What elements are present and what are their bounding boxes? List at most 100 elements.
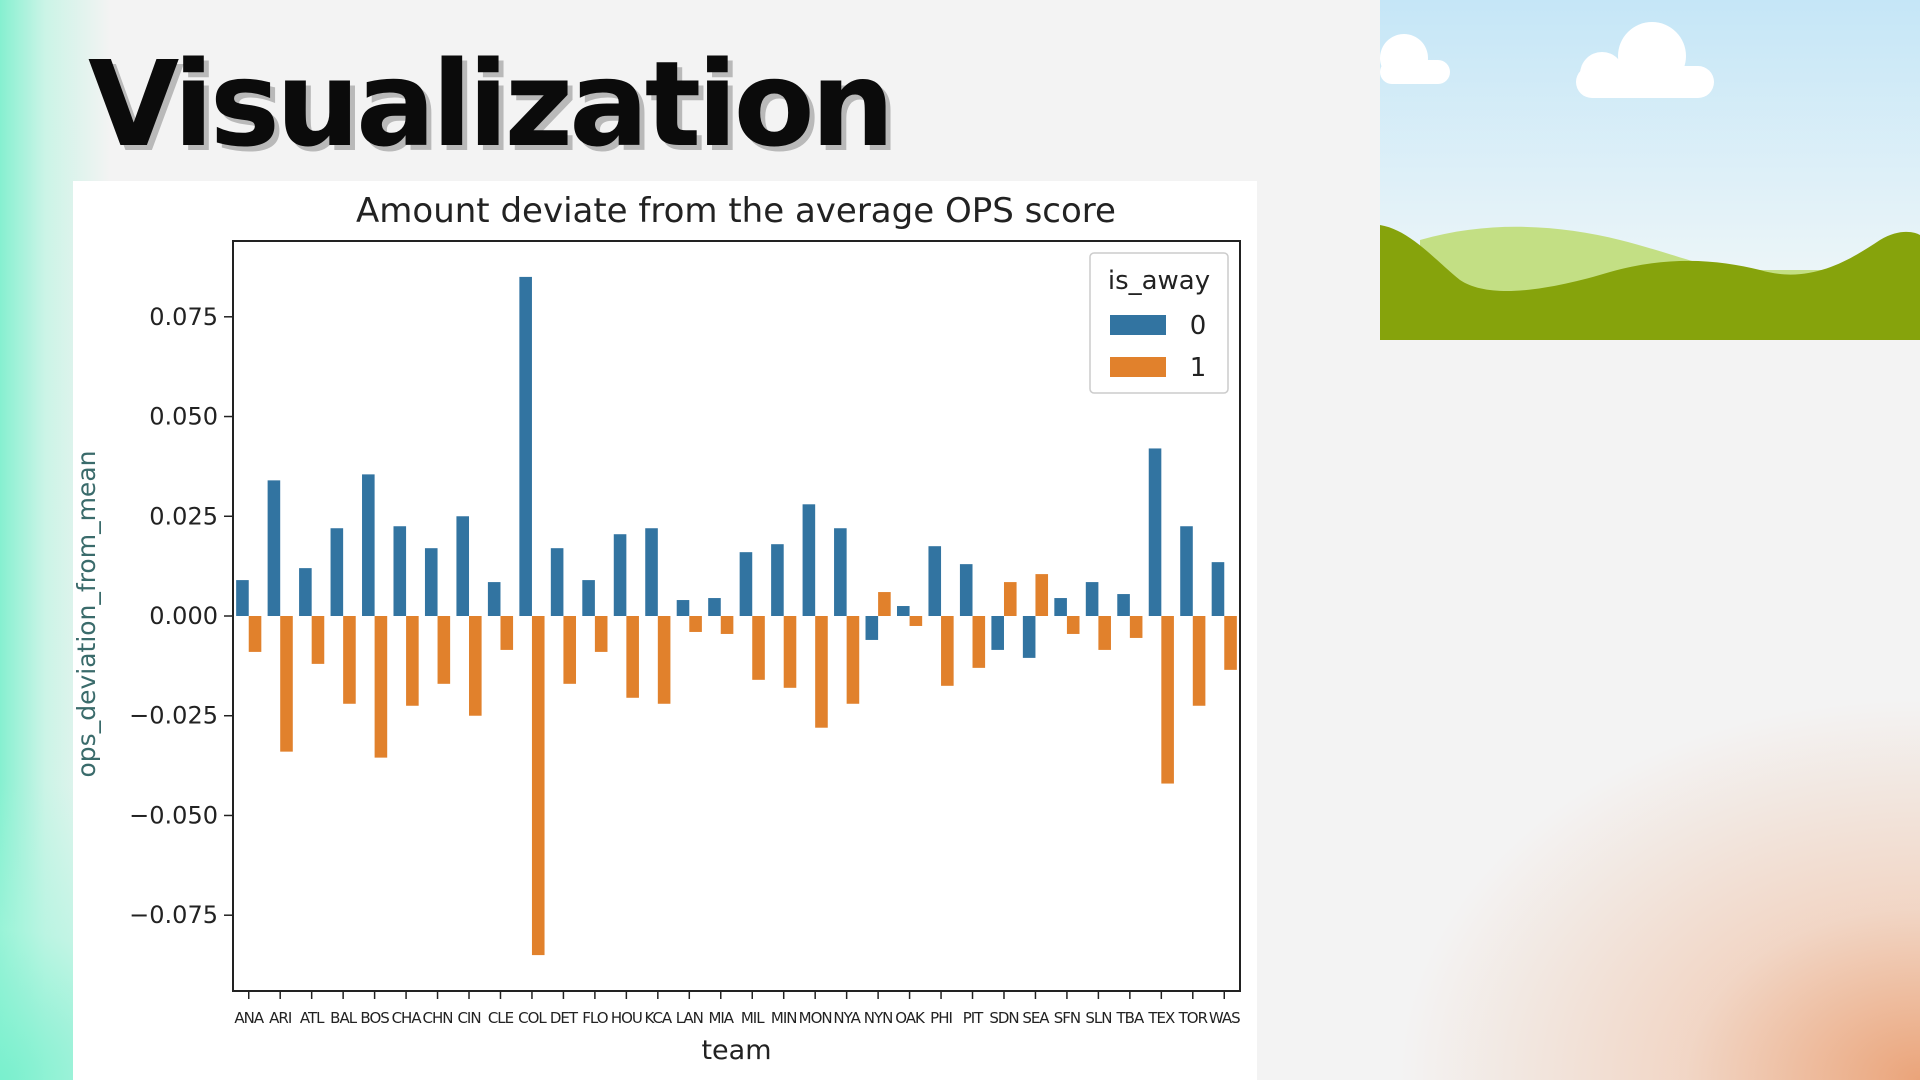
legend-label-0: 0 — [1190, 311, 1207, 341]
bar-PIT-series-0 — [959, 564, 973, 616]
bar-MIA-series-0 — [708, 598, 721, 616]
x-tick-label: TBA — [1116, 1009, 1145, 1027]
bar-HOU-series-1 — [626, 616, 639, 698]
y-tick-label: −0.025 — [129, 702, 218, 730]
x-tick-label: CHN — [423, 1009, 453, 1027]
bar-MIL-series-0 — [739, 552, 753, 616]
legend: is_away 0 1 — [1089, 252, 1229, 394]
bar-TBA-series-1 — [1129, 616, 1143, 638]
bar-BAL-series-1 — [343, 616, 356, 704]
bar-CHA-series-1 — [406, 616, 419, 706]
bar-NYA-series-0 — [834, 528, 847, 616]
bar-ARI-series-0 — [267, 480, 281, 616]
bar-chart: Amount deviate from the average OPS scor… — [73, 191, 1241, 1066]
bar-PHI-series-1 — [941, 616, 954, 686]
bar-DET-series-1 — [563, 616, 577, 684]
bar-SDN-series-1 — [1003, 582, 1017, 616]
x-tick-label: CHA — [392, 1009, 423, 1027]
x-tick-label: LAN — [676, 1009, 703, 1027]
bar-CIN-series-0 — [456, 516, 470, 616]
bar-SLN-series-0 — [1085, 582, 1099, 616]
bar-TOR-series-1 — [1192, 616, 1206, 706]
bar-PHI-series-0 — [928, 546, 942, 616]
x-tick-label: PIT — [963, 1009, 984, 1027]
landscape-illustration — [1380, 0, 1920, 340]
x-tick-label: CLE — [488, 1009, 514, 1027]
x-tick-label: SFN — [1054, 1009, 1080, 1027]
bar-TOR-series-0 — [1180, 526, 1193, 616]
bar-COL-series-1 — [531, 616, 545, 956]
chart-title: Amount deviate from the average OPS scor… — [356, 191, 1116, 231]
bar-SDN-series-0 — [991, 616, 1004, 650]
x-tick-label: KCA — [644, 1009, 672, 1027]
x-tick-label: MIN — [771, 1009, 797, 1027]
x-tick-label: WAS — [1209, 1009, 1240, 1027]
x-tick-label: NYA — [833, 1009, 861, 1027]
x-tick-label: FLO — [582, 1009, 607, 1027]
bar-NYN-series-0 — [865, 616, 879, 640]
x-axis-label: team — [701, 1035, 771, 1066]
bar-OAK-series-0 — [896, 606, 910, 616]
bar-ATL-series-1 — [311, 616, 325, 664]
bar-LAN-series-1 — [689, 616, 702, 632]
bar-CHN-series-0 — [424, 548, 438, 616]
hill-dark — [1380, 225, 1920, 340]
legend-swatch-1 — [1110, 357, 1166, 377]
x-tick-label: TOR — [1178, 1009, 1208, 1027]
cloud-icon — [1576, 22, 1714, 98]
x-tick-label: CIN — [457, 1009, 480, 1027]
bar-PIT-series-1 — [972, 616, 986, 668]
x-tick-label: COL — [518, 1009, 547, 1027]
bar-KCA-series-1 — [657, 616, 671, 704]
bar-MIA-series-1 — [720, 616, 734, 634]
bar-CLE-series-0 — [487, 582, 501, 616]
x-tick-label: NYN — [864, 1009, 893, 1027]
x-tick-label: BAL — [330, 1009, 358, 1027]
bar-ANA-series-0 — [236, 580, 249, 616]
bar-MON-series-1 — [815, 616, 828, 728]
x-tick-label: MIA — [708, 1009, 734, 1027]
plot-frame — [232, 240, 1241, 992]
x-tick-label: BOS — [360, 1009, 389, 1027]
slide-title: Visualization — [88, 35, 895, 173]
legend-label-1: 1 — [1190, 353, 1207, 383]
legend-title: is_away — [1108, 266, 1210, 296]
bar-DET-series-0 — [550, 548, 564, 616]
x-tick-label: DET — [550, 1009, 579, 1027]
bar-SFN-series-1 — [1066, 616, 1080, 634]
y-tick-label: 0.025 — [149, 502, 218, 530]
bar-KCA-series-0 — [645, 528, 658, 616]
bar-SFN-series-0 — [1054, 598, 1067, 616]
x-tick-label: MON — [799, 1009, 832, 1027]
bar-CHN-series-1 — [437, 616, 451, 684]
y-tick-label: 0.000 — [149, 602, 218, 630]
bar-MIN-series-1 — [783, 616, 797, 688]
x-tick-label: ANA — [234, 1009, 264, 1027]
x-tick-label: SDN — [989, 1009, 1018, 1027]
bar-FLO-series-1 — [594, 616, 608, 652]
x-tick-label: ATL — [300, 1009, 325, 1027]
bar-TEX-series-0 — [1148, 448, 1162, 616]
legend-swatch-0 — [1110, 315, 1166, 335]
bar-LAN-series-0 — [676, 600, 690, 616]
bar-TEX-series-1 — [1161, 616, 1174, 784]
x-tick-label: ARI — [269, 1009, 291, 1027]
x-tick-label: SLN — [1085, 1009, 1111, 1027]
chart-panel: Amount deviate from the average OPS scor… — [73, 181, 1257, 1080]
bar-BOS-series-1 — [374, 616, 388, 758]
x-tick-label: PHI — [930, 1009, 952, 1027]
bar-WAS-series-0 — [1211, 562, 1225, 616]
bar-FLO-series-0 — [582, 580, 595, 616]
bar-OAK-series-1 — [909, 616, 923, 626]
y-tick-label: −0.050 — [129, 801, 218, 829]
bar-MON-series-0 — [802, 504, 816, 616]
cloud-icon — [1380, 34, 1450, 84]
y-tick-label: 0.075 — [149, 303, 218, 331]
bar-COL-series-0 — [519, 276, 532, 616]
bar-ARI-series-1 — [280, 616, 293, 752]
bar-ANA-series-1 — [248, 616, 262, 652]
bar-ATL-series-0 — [299, 568, 312, 616]
bar-MIN-series-0 — [771, 544, 784, 616]
bar-BOS-series-0 — [362, 474, 375, 616]
bar-CIN-series-1 — [469, 616, 482, 716]
